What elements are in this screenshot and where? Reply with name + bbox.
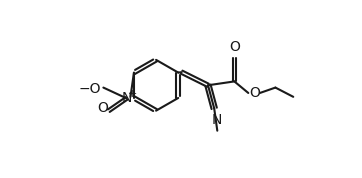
Text: O: O — [229, 40, 240, 54]
Text: O: O — [249, 86, 260, 100]
Text: O: O — [97, 101, 108, 115]
Text: +: + — [128, 89, 138, 99]
Text: N: N — [212, 113, 223, 127]
Text: N: N — [121, 91, 132, 105]
Text: −O: −O — [79, 82, 101, 96]
